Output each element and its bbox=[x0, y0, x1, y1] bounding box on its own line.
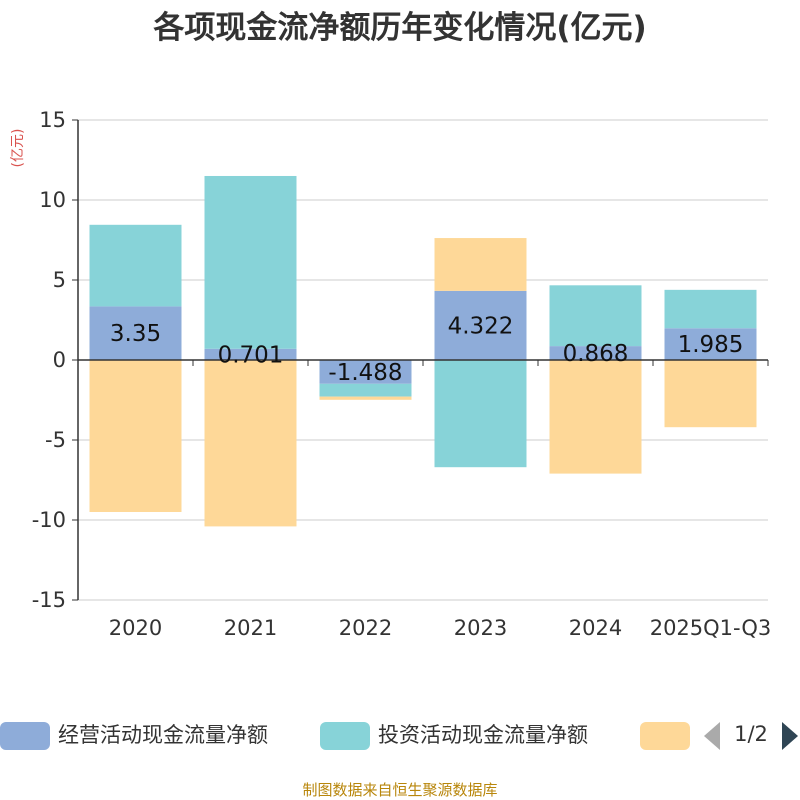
legend-swatch-2[interactable] bbox=[640, 722, 690, 750]
legend-swatch-1[interactable] bbox=[320, 722, 370, 750]
y-tick-label: 0 bbox=[53, 348, 66, 372]
data-label: 0.701 bbox=[218, 342, 284, 368]
legend-label-0[interactable]: 经营活动现金流量净额 bbox=[58, 723, 268, 747]
data-label: 3.35 bbox=[110, 321, 161, 347]
legend-next-page-icon[interactable] bbox=[782, 722, 798, 750]
bar-series0-2022[interactable] bbox=[319, 360, 412, 384]
source-note: 制图数据来自恒生聚源数据库 bbox=[302, 781, 497, 799]
legend-page-indicator: 1/2 bbox=[734, 722, 768, 746]
x-tick-label: 2023 bbox=[454, 616, 507, 640]
y-tick-label: 15 bbox=[39, 108, 66, 132]
legend-prev-page-icon[interactable] bbox=[704, 722, 720, 750]
bar-series2-2021[interactable] bbox=[204, 360, 297, 527]
bar-series2-2023[interactable] bbox=[434, 238, 527, 291]
bar-series2-2024[interactable] bbox=[549, 360, 642, 474]
y-tick-label: 10 bbox=[39, 188, 66, 212]
data-label: 1.985 bbox=[678, 332, 744, 358]
y-tick-label: -15 bbox=[32, 588, 66, 612]
x-tick-label: 2024 bbox=[569, 616, 622, 640]
x-tick-label: 2021 bbox=[224, 616, 277, 640]
gridlines bbox=[78, 119, 768, 601]
bar-series1-2022[interactable] bbox=[319, 383, 412, 397]
legend-label-1[interactable]: 投资活动现金流量净额 bbox=[378, 723, 588, 747]
chart-title: 各项现金流净额历年变化情况(亿元) bbox=[152, 10, 646, 46]
x-tick-label: 2020 bbox=[109, 616, 162, 640]
data-labels-group: 3.35 0.701 -1.488 4.322 0.868 1.985 bbox=[110, 313, 744, 385]
x-tick-label: 2022 bbox=[339, 616, 392, 640]
y-tick-label: -10 bbox=[32, 508, 66, 532]
bar-series0-2020[interactable] bbox=[89, 306, 182, 360]
bar-series0-2024[interactable] bbox=[549, 346, 642, 360]
legend-pager: 1/2 bbox=[704, 722, 798, 750]
bar-series1-2024[interactable] bbox=[549, 285, 642, 347]
bar-series2-2025Q1-Q3[interactable] bbox=[664, 360, 757, 428]
legend: 经营活动现金流量净额 投资活动现金流量净额 bbox=[0, 722, 690, 750]
x-tick-label: 2025Q1-Q3 bbox=[650, 616, 772, 640]
bar-series2-2020[interactable] bbox=[89, 360, 182, 512]
y-tick-label: -5 bbox=[45, 428, 66, 452]
bar-series1-2020[interactable] bbox=[89, 224, 182, 307]
data-label: -1.488 bbox=[328, 360, 402, 386]
legend-swatch-0[interactable] bbox=[0, 722, 50, 750]
bar-series1-2025Q1-Q3[interactable] bbox=[664, 289, 757, 329]
bar-series1-2021[interactable] bbox=[204, 175, 297, 349]
axes-group: 15 10 5 0 -5 -10 -15 2020 2021 2022 2023 2024 2025Q1… bbox=[32, 108, 772, 640]
bar-series0-2021[interactable] bbox=[204, 348, 297, 360]
bar-series2-2022[interactable] bbox=[319, 396, 412, 400]
bar-series1-2023[interactable] bbox=[434, 360, 527, 468]
bars-group bbox=[89, 175, 757, 527]
bar-series0-2023[interactable] bbox=[434, 290, 527, 360]
data-label: 0.868 bbox=[563, 341, 629, 367]
data-label: 4.322 bbox=[448, 313, 514, 339]
y-axis-unit-label: (亿元) bbox=[10, 129, 26, 168]
bar-series0-2025Q1-Q3[interactable] bbox=[664, 328, 757, 360]
y-tick-label: 5 bbox=[53, 268, 66, 292]
